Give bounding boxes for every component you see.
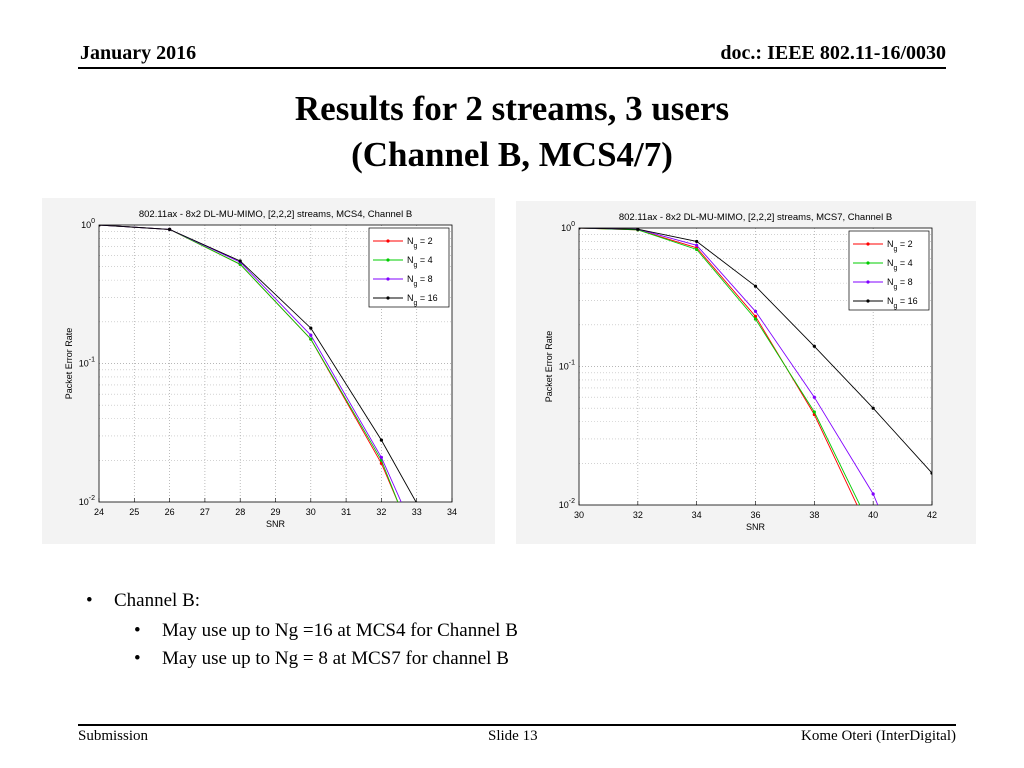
bullet-sub-1-text: May use up to Ng =16 at MCS4 for Channel… [162,620,518,641]
y-axis-label: Packet Error Rate [64,328,74,400]
footer-author: Kome Oteri (InterDigital) [801,728,956,744]
y-tick-label: 100 [81,218,95,230]
series-point-2 [753,317,758,321]
x-tick-label: 32 [633,510,643,520]
legend-marker-2 [386,258,390,262]
chart-mcs4: 24 25 26 27 28 29 30 31 32 33 34 100 10-1 10-2 802.11a… [64,209,457,529]
header-rule [78,67,946,69]
y-tick-label: 10-1 [559,360,575,372]
bullet-main: • Channel B: [86,590,201,611]
legend-label-2: Ng = 4 [407,255,433,269]
series-point-4 [99,225,101,227]
chart-mcs7: 30 32 34 36 38 40 42 100 10-1 10-2 802.11ax - 8x2 … [544,212,937,532]
x-tick-label: 36 [750,510,760,520]
legend-marker-4 [866,299,870,303]
series-point-3 [753,309,758,313]
x-tick-label: 34 [692,510,702,520]
series-point-4 [930,471,932,475]
legend-marker-1 [386,239,390,243]
chart-mcs4-frame: 24 25 26 27 28 29 30 31 32 33 34 100 10-1 10-2 802.11a… [42,198,495,544]
legend-marker-3 [866,280,870,284]
footer-submission: Submission [78,728,149,744]
bullet-sub-2: • May use up to Ng = 8 at MCS7 for channe… [134,648,509,669]
y-axis-label: Packet Error Rate [544,331,554,403]
x-tick-label: 24 [94,507,104,517]
legend-marker-1 [866,242,870,246]
x-tick-label: 42 [927,510,937,520]
x-tick-label: 25 [129,507,139,517]
legend-marker-3 [386,277,390,281]
series-line-2 [579,228,861,505]
slide-title: Results for 2 streams, 3 users [294,89,730,128]
y-tick-label: 10-2 [79,495,95,507]
x-tick-label: 29 [270,507,280,517]
series-point-3 [871,492,875,496]
legend-marker-2 [866,261,870,265]
series-point-3 [309,333,313,337]
header-doc-id: doc.: IEEE 802.11-16/0030 [720,42,946,64]
footer-rule [78,724,956,726]
series-point-4 [168,227,172,231]
header-date: January 2016 [80,42,197,64]
series-point-4 [238,259,242,263]
legend-label-2: Ng = 4 [887,258,913,272]
legend-label-3: Ng = 8 [407,274,433,288]
x-tick-label: 30 [574,510,584,520]
bullet-sub-2-text: May use up to Ng = 8 at MCS7 for channel… [162,648,509,669]
slide-subtitle: (Channel B, MCS4/7) [351,135,673,174]
x-tick-label: 40 [868,510,878,520]
series-point-4 [695,239,699,244]
series-point-3 [379,455,383,459]
series-point-1 [753,314,758,319]
x-tick-label: 32 [376,507,386,517]
legend-label-4: Ng = 16 [407,293,438,307]
x-tick-label: 38 [809,510,819,520]
series-point-2 [309,337,313,341]
series-point-4 [636,228,640,231]
bullet-sub-1: • May use up to Ng =16 at MCS4 for Channe… [134,620,518,641]
legend-label-1: Ng = 2 [887,239,913,253]
x-tick-label: 33 [412,507,422,517]
y-tick-label: 100 [561,221,575,233]
series-point-4 [812,344,816,348]
x-axis-label: SNR [266,519,286,529]
legend-label-1: Ng = 2 [407,236,433,250]
series-point-4 [379,438,383,442]
legend-label-4: Ng = 16 [887,296,918,310]
x-tick-label: 27 [200,507,210,517]
series-point-4 [579,228,581,230]
x-tick-label: 31 [341,507,351,517]
y-tick-label: 10-1 [79,357,95,369]
chart-mcs7-frame: 30 32 34 36 38 40 42 100 10-1 10-2 802.11ax - 8x2 … [516,201,976,544]
series-point-2 [812,410,816,414]
footer-slide-number: Slide 13 [488,728,538,744]
x-axis-label: SNR [746,522,766,532]
y-tick-label: 10-2 [559,498,575,510]
series-point-4 [309,326,313,330]
x-tick-label: 34 [447,507,457,517]
legend-marker-4 [386,296,390,300]
chart-title: 802.11ax - 8x2 DL-MU-MIMO, [2,2,2] strea… [619,212,892,223]
x-tick-label: 30 [306,507,316,517]
legend-label-3: Ng = 8 [887,277,913,291]
series-point-3 [695,243,699,247]
x-tick-label: 28 [235,507,245,517]
chart-title: 802.11ax - 8x2 DL-MU-MIMO, [2,2,2] strea… [139,209,412,220]
series-point-4 [871,406,875,410]
series-point-3 [812,395,816,399]
bullet-main-text: Channel B: [114,590,201,611]
series-point-4 [753,284,758,288]
series-point-2 [695,247,699,252]
series-line-4 [99,225,417,502]
x-tick-label: 26 [165,507,175,517]
